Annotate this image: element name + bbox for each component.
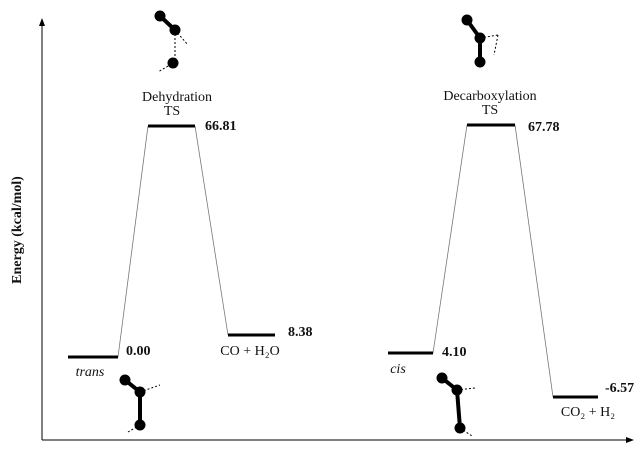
connector <box>195 126 228 335</box>
species-label: CO₂ + H₂ <box>561 405 615 420</box>
species-label: CO + H₂O <box>220 344 279 359</box>
species-label: TS <box>164 104 180 119</box>
energy-diagram: Energy (kcal/mol) 0.00trans66.81TSDehydr… <box>0 0 642 459</box>
reaction-label: Dehydration <box>142 90 212 105</box>
species-label: TS <box>482 103 498 118</box>
energy-value: 8.38 <box>288 325 313 340</box>
energy-value: 66.81 <box>205 119 237 134</box>
connector <box>433 125 467 353</box>
reaction-label: Decarboxylation <box>443 89 536 104</box>
energy-value: 0.00 <box>126 344 151 359</box>
species-label: trans <box>76 365 105 380</box>
energy-value: 67.78 <box>528 120 560 135</box>
molecule-icon <box>155 11 188 72</box>
energy-value: 4.10 <box>442 345 467 360</box>
species-label: cis <box>390 362 406 377</box>
molecule-icon <box>437 373 475 436</box>
energy-value: -6.57 <box>605 381 634 396</box>
connector <box>118 126 148 357</box>
molecule-icon <box>462 15 498 67</box>
connector <box>515 125 553 397</box>
axis-label: Energy (kcal/mol) <box>10 176 25 284</box>
molecule-icon <box>120 375 160 432</box>
